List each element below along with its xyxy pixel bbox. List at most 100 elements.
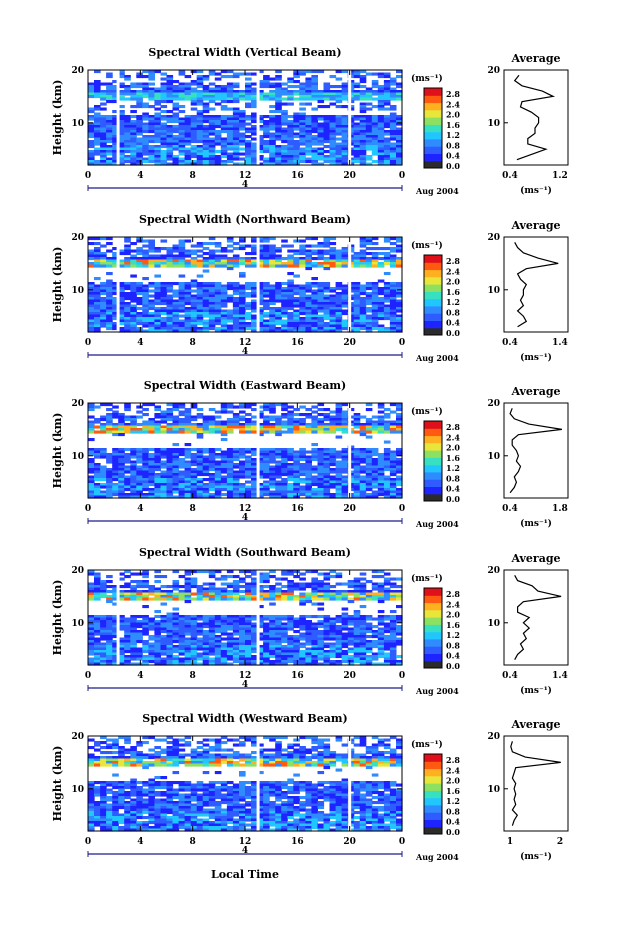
- heatmap-cell: [221, 493, 228, 496]
- heatmap-cell: [88, 145, 95, 148]
- heatmap-cell: [167, 598, 174, 601]
- heatmap-cell: [161, 240, 168, 243]
- heatmap-cell: [191, 431, 198, 434]
- colorbar-tick-label: 2.4: [446, 432, 460, 442]
- heatmap-cell: [112, 416, 119, 419]
- heatmap-cell: [336, 583, 343, 586]
- heatmap-cell: [239, 431, 246, 434]
- data-gap: [117, 70, 120, 165]
- heatmap-cell: [378, 252, 385, 255]
- heatmap-cell: [148, 295, 155, 298]
- heatmap-cell: [209, 598, 216, 601]
- heatmap-cell: [106, 75, 113, 78]
- heatmap-cell: [299, 458, 306, 461]
- heatmap-cell: [299, 603, 306, 606]
- heatmap-cell: [197, 436, 204, 439]
- heatmap-cell: [136, 615, 143, 618]
- x-tick-label: 4: [137, 338, 143, 348]
- heatmap-cell: [173, 491, 180, 494]
- heatmap-cell: [167, 585, 174, 588]
- heatmap-cell: [311, 406, 318, 409]
- heatmap-cell: [94, 456, 101, 459]
- heatmap-cell: [112, 493, 119, 496]
- heatmap-cell: [148, 78, 155, 81]
- heatmap-cell: [245, 476, 252, 479]
- colorbar-swatch: [424, 494, 442, 502]
- x-tick-label: 0: [399, 171, 405, 181]
- heatmap-cell: [293, 408, 300, 411]
- heatmap-cell: [342, 608, 349, 611]
- heatmap-cell: [124, 150, 131, 153]
- colorbar-tick-label: 1.2: [446, 130, 460, 140]
- heatmap-cell: [305, 267, 312, 270]
- heatmap-cell: [130, 431, 137, 434]
- heatmap-cell: [336, 456, 343, 459]
- heatmap-cell: [215, 125, 222, 128]
- heatmap-cell: [305, 615, 312, 618]
- heatmap-cell: [275, 583, 282, 586]
- colorbar-swatch: [424, 255, 442, 263]
- heatmap-cell: [318, 105, 325, 108]
- heatmap-cell: [215, 578, 222, 581]
- heatmap-cell: [299, 406, 306, 409]
- heatmap-cell: [130, 580, 137, 583]
- heatmap-cell: [106, 242, 113, 245]
- colorbar-swatch: [424, 132, 442, 140]
- heatmap-cells: [88, 403, 403, 499]
- heatmap-cell: [336, 575, 343, 578]
- heatmap-cell: [324, 140, 331, 143]
- heatmap-cell: [124, 78, 131, 81]
- panel-title: Spectral Width (Vertical Beam): [148, 46, 341, 59]
- heatmap-cell: [173, 608, 180, 611]
- heatmap-cell: [275, 250, 282, 253]
- heatmap-cell: [311, 257, 318, 260]
- heatmap-cell: [173, 108, 180, 111]
- heatmap-cell: [384, 431, 391, 434]
- heatmap-cell: [281, 431, 288, 434]
- heatmap-cell: [360, 461, 367, 464]
- heatmap-cell: [191, 252, 198, 255]
- heatmap-cell: [324, 252, 331, 255]
- heatmap-cell: [227, 320, 234, 323]
- heatmap-cell: [161, 73, 168, 76]
- heatmap-cell: [366, 618, 373, 621]
- heatmap-cell: [311, 458, 318, 461]
- heatmap-cell: [191, 155, 198, 158]
- heatmap-cell: [227, 240, 234, 243]
- heatmap-cell: [299, 252, 306, 255]
- heatmap-cell: [318, 100, 325, 103]
- x-tick-label: 4: [137, 171, 143, 181]
- heatmap-cell: [142, 413, 149, 416]
- heatmap-cell: [154, 416, 161, 419]
- heatmap-cell: [88, 573, 95, 576]
- heatmap-cell: [154, 575, 161, 578]
- heatmap-cell: [106, 272, 113, 275]
- heatmap-cell: [311, 431, 318, 434]
- heatmap-cell: [275, 78, 282, 81]
- heatmap-cell: [372, 242, 379, 245]
- data-gap: [348, 70, 351, 165]
- heatmap-cell: [384, 317, 391, 320]
- heatmap-cell: [311, 411, 318, 414]
- heatmap-cell: [245, 98, 252, 101]
- heatmap-cell: [124, 287, 131, 290]
- heatmap-cell: [330, 242, 337, 245]
- heatmap-cell: [354, 265, 361, 268]
- heatmap-cell: [372, 85, 379, 88]
- heatmap-cell: [287, 245, 294, 248]
- heatmap-cell: [390, 585, 397, 588]
- heatmap-cell: [209, 242, 216, 245]
- heatmap-cell: [390, 411, 397, 414]
- heatmap-cell: [221, 438, 228, 441]
- heatmap-cell: [263, 265, 270, 268]
- heatmap-cell: [173, 598, 180, 601]
- colorbar-swatch: [424, 277, 442, 285]
- colorbar-unit: (ms⁻¹): [411, 406, 443, 417]
- heatmap-cell: [281, 585, 288, 588]
- heatmap-cell: [311, 130, 318, 133]
- heatmap-cell: [124, 240, 131, 243]
- heatmap-cell: [106, 153, 113, 156]
- heatmap-cell: [281, 245, 288, 248]
- heatmap-cell: [130, 105, 137, 108]
- heatmap-cell: [173, 282, 180, 285]
